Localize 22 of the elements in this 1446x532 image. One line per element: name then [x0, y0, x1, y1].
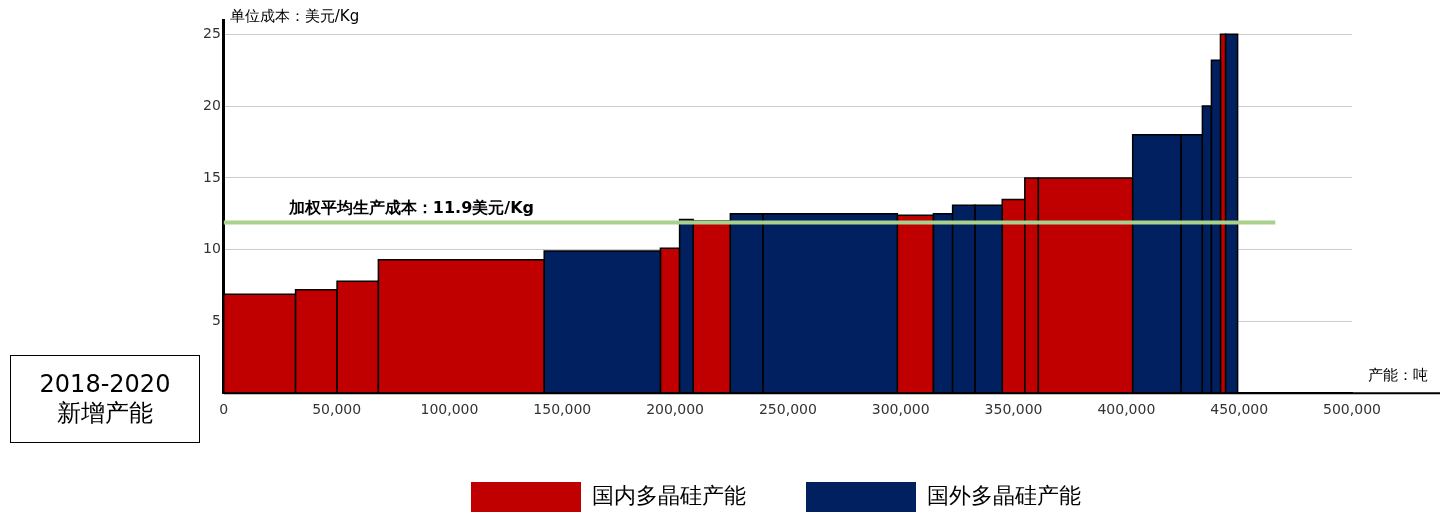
y-tick-label: 10	[202, 240, 221, 257]
x-tick-label: 150,000	[533, 401, 592, 418]
y-tick-label: 5	[211, 312, 221, 329]
text: 2018-2020 新增产能	[10, 355, 200, 443]
y-axis-title: 单位成本：美元/Kg	[229, 7, 360, 26]
x-tick-label: 200,000	[646, 401, 705, 418]
x-tick-label: 350,000	[984, 401, 1043, 418]
ref-line-label: 加权平均生产成本：11.9美元/Kg	[287, 197, 534, 217]
x-tick-label: 0	[219, 401, 229, 418]
x-tick-label: 300,000	[871, 401, 930, 418]
x-tick-label: 400,000	[1097, 401, 1156, 418]
x-tick-label: 100,000	[420, 401, 479, 418]
legend-label: 国外多晶硅产能	[927, 482, 1081, 508]
y-tick-label: 15	[202, 168, 221, 185]
x-tick-label: 50,000	[312, 401, 362, 418]
x-tick-label: 500,000	[1323, 401, 1381, 418]
y-tick-label: 25	[202, 24, 221, 41]
y-tick-label: 20	[202, 96, 221, 113]
x-axis-title: 产能：吨	[1368, 365, 1428, 384]
legend-label: 国内多晶硅产能	[592, 482, 746, 508]
x-tick-label: 250,000	[758, 401, 817, 418]
x-tick-label: 450,000	[1210, 401, 1269, 418]
